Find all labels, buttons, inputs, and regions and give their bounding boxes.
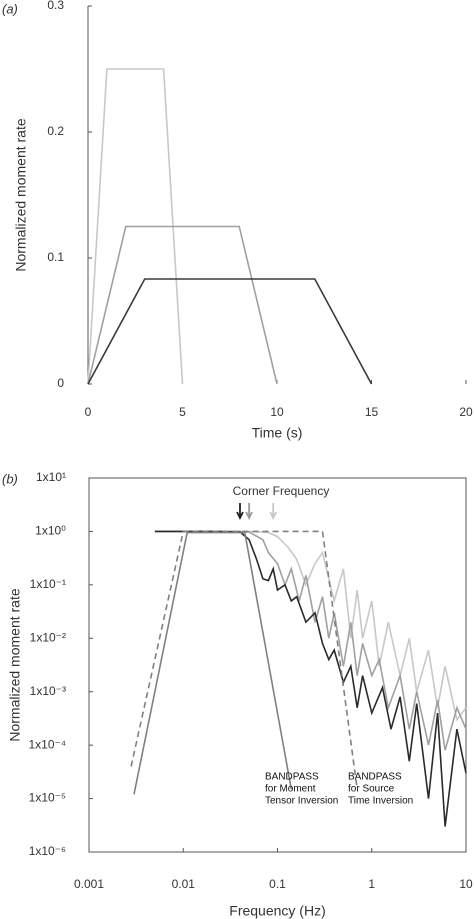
corner-arrow bbox=[245, 503, 253, 521]
corner-label: Corner Frequency bbox=[233, 484, 330, 498]
y-tick-label: 1x10⁻³ bbox=[30, 684, 66, 698]
y-tick-label: 1x10⁻² bbox=[30, 630, 66, 644]
series-line bbox=[130, 530, 358, 790]
corner-arrow bbox=[236, 503, 244, 521]
annotation: for Source bbox=[348, 784, 395, 795]
corner-arrow bbox=[269, 503, 277, 521]
x-tick-label: 5 bbox=[179, 405, 186, 419]
y-tick-label: 1x10⁻⁴ bbox=[28, 737, 66, 751]
series-line bbox=[133, 531, 293, 795]
y-tick-label: 0 bbox=[57, 376, 64, 390]
y-tick-label: 0.1 bbox=[47, 250, 64, 264]
series-line bbox=[154, 530, 467, 827]
annotation: BANDPASS bbox=[265, 772, 319, 783]
panel-label: (b) bbox=[2, 471, 18, 486]
x-tick-label: 20 bbox=[459, 405, 473, 419]
panel-label: (a) bbox=[2, 1, 18, 16]
x-tick-label: 10 bbox=[459, 877, 473, 891]
x-tick-label: 15 bbox=[365, 405, 379, 419]
annotation: Time Inversion bbox=[348, 796, 413, 807]
y-tick-label: 1x10⁰ bbox=[35, 524, 66, 538]
annotation: for Moment bbox=[265, 784, 316, 795]
series-line bbox=[154, 530, 467, 751]
y-tick-label: 0.3 bbox=[47, 0, 64, 12]
y-axis-label: Normalized moment rate bbox=[7, 588, 23, 741]
x-tick-label: 0.1 bbox=[269, 877, 286, 891]
y-tick-label: 1x10⁻¹ bbox=[30, 577, 66, 591]
x-axis-label: Time (s) bbox=[252, 425, 303, 441]
y-tick-label: 1x10¹ bbox=[36, 470, 66, 484]
series-line bbox=[87, 278, 373, 385]
annotation: Tensor Inversion bbox=[265, 796, 338, 807]
y-tick-label: 1x10⁻⁶ bbox=[29, 844, 66, 858]
series-line bbox=[87, 225, 278, 385]
x-tick-label: 0.001 bbox=[74, 877, 104, 891]
y-tick-label: 0.2 bbox=[47, 124, 64, 138]
x-tick-label: 0.01 bbox=[172, 877, 196, 891]
x-tick-label: 10 bbox=[270, 405, 284, 419]
x-tick-label: 0 bbox=[85, 405, 92, 419]
series-line bbox=[154, 530, 467, 722]
y-tick-label: 1x10⁻⁵ bbox=[29, 791, 66, 805]
x-axis-label: Frequency (Hz) bbox=[229, 903, 325, 919]
x-tick-label: 1 bbox=[368, 877, 375, 891]
y-axis-label: Normalized moment rate bbox=[13, 118, 29, 271]
annotation: BANDPASS bbox=[348, 772, 402, 783]
